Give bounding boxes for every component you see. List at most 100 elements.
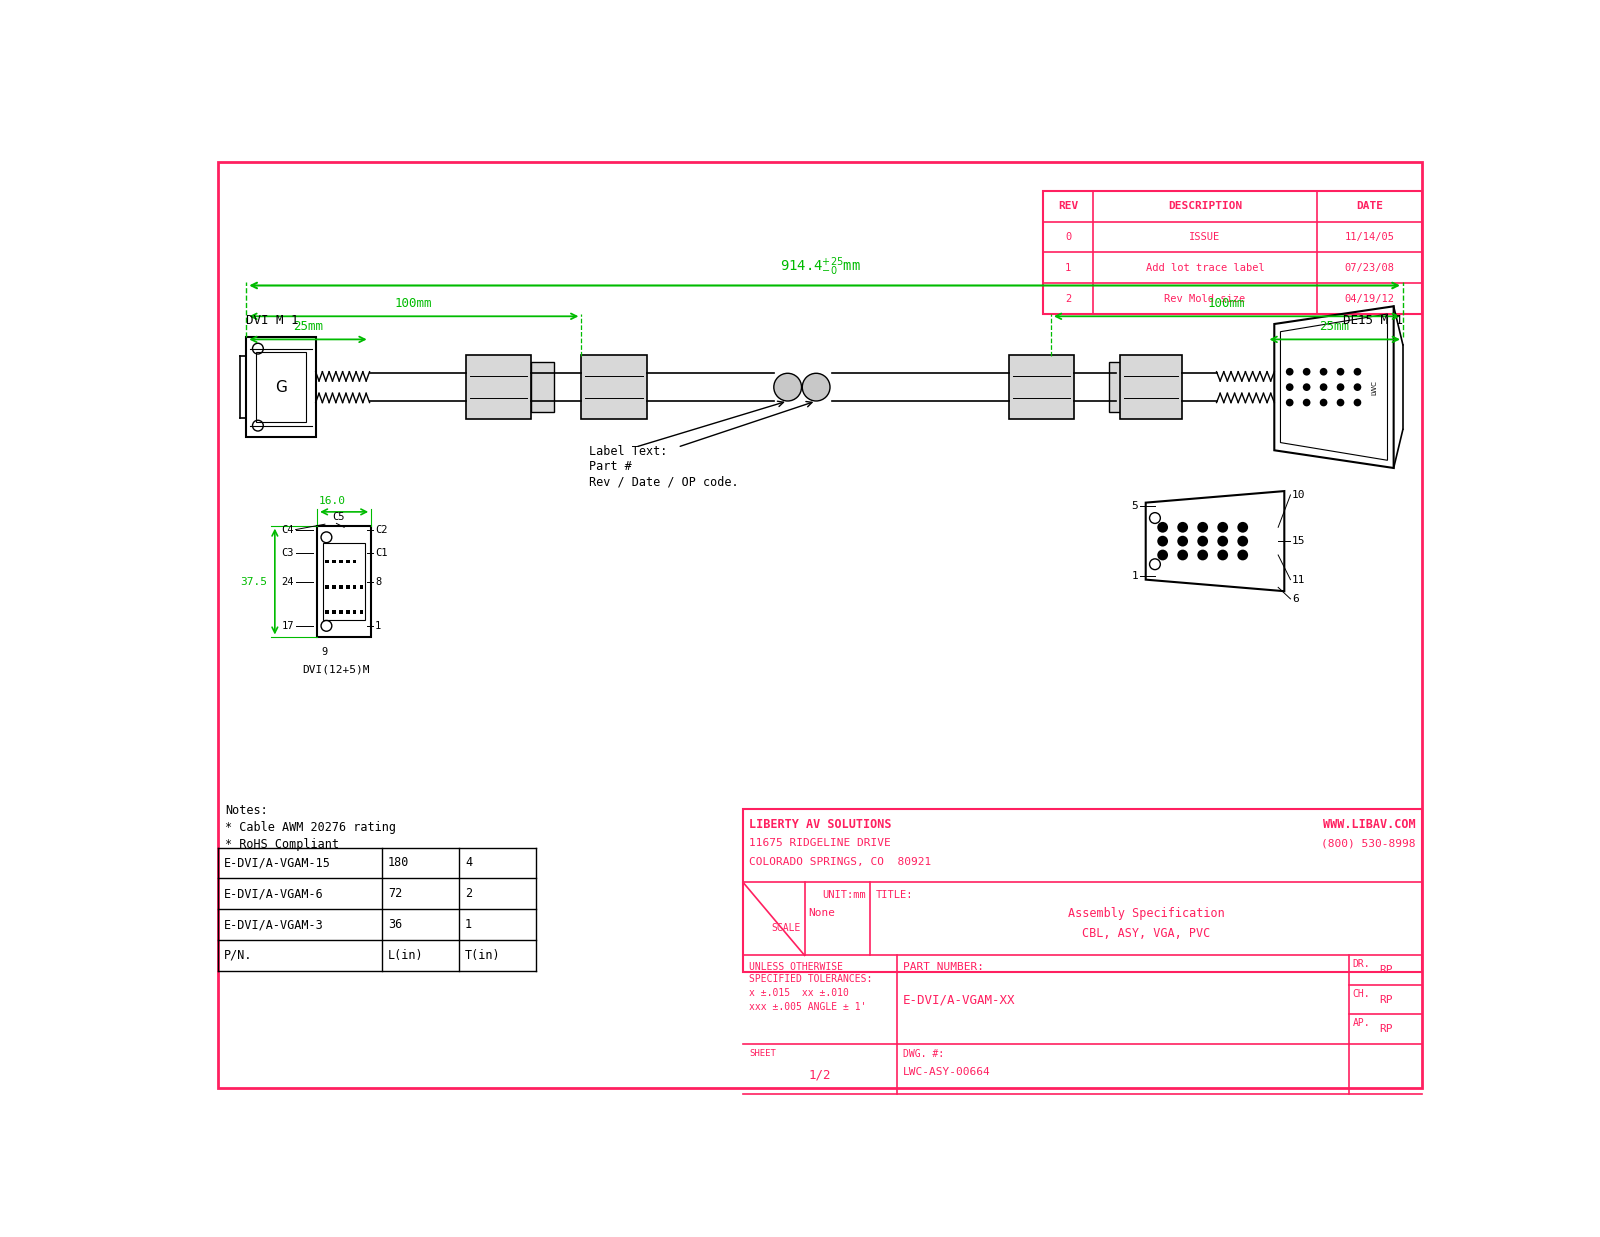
Text: 24: 24 — [282, 576, 294, 586]
Bar — [256, 353, 307, 422]
Text: 100mm: 100mm — [395, 297, 432, 310]
Text: C2: C2 — [374, 524, 387, 534]
Text: SHEET: SHEET — [749, 1049, 776, 1058]
Circle shape — [1286, 367, 1293, 376]
Text: C4: C4 — [282, 524, 294, 534]
Bar — [352, 559, 357, 564]
Circle shape — [774, 374, 802, 401]
Text: REV: REV — [1058, 202, 1078, 212]
Circle shape — [1197, 536, 1208, 547]
Circle shape — [1354, 367, 1362, 376]
Text: CBL, ASY, VGA, PVC: CBL, ASY, VGA, PVC — [1082, 927, 1210, 940]
Text: 11675 RIDGELINE DRIVE: 11675 RIDGELINE DRIVE — [749, 839, 891, 849]
Circle shape — [1320, 383, 1328, 391]
Circle shape — [1237, 522, 1248, 533]
Bar — [317, 526, 371, 637]
Circle shape — [1354, 383, 1362, 391]
Text: DWG. #:: DWG. #: — [902, 1049, 944, 1059]
Text: 914.4$^{+25}_{-0}$mm: 914.4$^{+25}_{-0}$mm — [779, 255, 861, 278]
Text: DATE: DATE — [1355, 202, 1382, 212]
Text: DESCRIPTION: DESCRIPTION — [1168, 202, 1242, 212]
Circle shape — [1218, 536, 1229, 547]
Circle shape — [1336, 383, 1344, 391]
Circle shape — [1157, 536, 1168, 547]
Text: x ±.015  xx ±.010: x ±.015 xx ±.010 — [749, 987, 850, 998]
Bar — [742, 809, 1422, 972]
Text: RP: RP — [1379, 995, 1392, 1004]
Bar — [581, 355, 646, 419]
Text: E-DVI/A-VGAM-15: E-DVI/A-VGAM-15 — [224, 856, 331, 870]
Circle shape — [1157, 522, 1168, 533]
Bar — [325, 610, 328, 615]
Bar — [346, 559, 349, 564]
Text: RP: RP — [1379, 1024, 1392, 1034]
Text: None: None — [808, 908, 835, 918]
Text: E-DVI/A-VGAM-XX: E-DVI/A-VGAM-XX — [902, 993, 1016, 1007]
Text: 1: 1 — [1131, 570, 1138, 581]
Text: TITLE:: TITLE: — [877, 889, 914, 901]
Text: CH.: CH. — [1354, 988, 1371, 998]
Text: 100mm: 100mm — [1208, 297, 1245, 310]
Text: C5: C5 — [333, 512, 346, 522]
Bar — [360, 610, 363, 615]
Text: SPECIFIED TOLERANCES:: SPECIFIED TOLERANCES: — [749, 974, 872, 983]
Text: 1: 1 — [1066, 262, 1072, 273]
Text: UNLESS OTHERWISE: UNLESS OTHERWISE — [749, 961, 843, 971]
Text: LWC: LWC — [1371, 380, 1378, 395]
Text: 15: 15 — [1293, 536, 1306, 547]
Circle shape — [1218, 549, 1229, 560]
Text: 11/14/05: 11/14/05 — [1344, 233, 1394, 242]
Text: * RoHS Compliant: * RoHS Compliant — [224, 839, 339, 851]
Bar — [331, 610, 336, 615]
Text: * Cable AWM 20276 rating: * Cable AWM 20276 rating — [224, 821, 395, 835]
Text: xxx ±.005 ANGLE ± 1': xxx ±.005 ANGLE ± 1' — [749, 1002, 867, 1012]
Circle shape — [1218, 522, 1229, 533]
Text: 6: 6 — [1293, 594, 1299, 604]
Text: 1/2: 1/2 — [808, 1069, 832, 1081]
Circle shape — [1354, 398, 1362, 407]
Text: Rev Mold size: Rev Mold size — [1165, 293, 1246, 303]
Text: 5: 5 — [1131, 501, 1138, 511]
Bar — [531, 362, 554, 412]
Text: C1: C1 — [374, 548, 387, 558]
Circle shape — [1178, 536, 1189, 547]
Text: DVI M 1: DVI M 1 — [246, 314, 299, 327]
Text: 17: 17 — [282, 621, 294, 631]
Circle shape — [1302, 398, 1310, 407]
Circle shape — [1286, 398, 1293, 407]
Circle shape — [1197, 549, 1208, 560]
Text: 9: 9 — [322, 647, 328, 657]
Bar — [339, 610, 342, 615]
Text: 16.0: 16.0 — [318, 496, 346, 506]
Text: 1: 1 — [374, 621, 381, 631]
Text: 25mm: 25mm — [1320, 320, 1349, 333]
Circle shape — [1237, 549, 1248, 560]
Text: 25mm: 25mm — [293, 320, 323, 333]
Text: DE15 M 1: DE15 M 1 — [1342, 314, 1403, 327]
Text: Label Text:: Label Text: — [589, 445, 667, 458]
Text: T(in): T(in) — [466, 949, 501, 962]
Circle shape — [1178, 522, 1189, 533]
Text: P/N.: P/N. — [224, 949, 253, 962]
Text: RP: RP — [1379, 965, 1392, 975]
Text: (800) 530-8998: (800) 530-8998 — [1322, 839, 1416, 849]
Bar — [331, 585, 336, 589]
Text: 8: 8 — [374, 576, 381, 586]
Text: 4: 4 — [466, 856, 472, 870]
Circle shape — [1237, 536, 1248, 547]
Text: 1: 1 — [466, 918, 472, 931]
Text: COLORADO SPRINGS, CO  80921: COLORADO SPRINGS, CO 80921 — [749, 857, 931, 867]
Text: 36: 36 — [389, 918, 402, 931]
Bar — [246, 338, 315, 437]
Text: AP.: AP. — [1354, 1018, 1371, 1028]
Text: LWC-ASY-00664: LWC-ASY-00664 — [902, 1068, 990, 1077]
Circle shape — [1336, 398, 1344, 407]
Bar — [1043, 190, 1422, 314]
Bar — [346, 610, 349, 615]
Bar — [1008, 355, 1074, 419]
Bar — [352, 585, 357, 589]
Bar — [331, 559, 336, 564]
Bar — [325, 585, 328, 589]
Bar — [325, 559, 328, 564]
Bar — [339, 585, 342, 589]
